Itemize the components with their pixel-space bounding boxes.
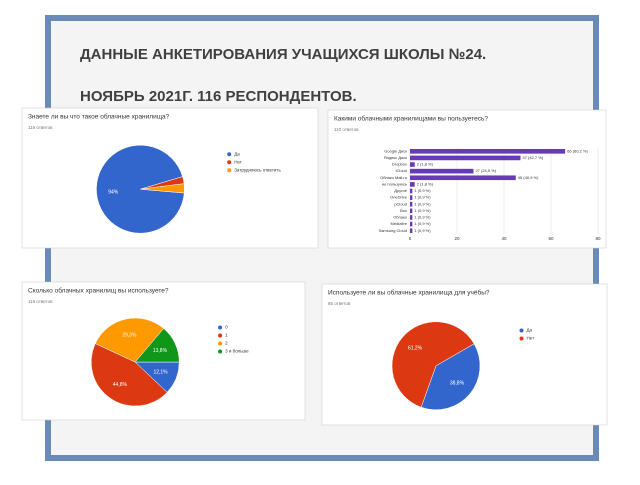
value-label: 66 (60,2 %) (567, 148, 588, 153)
y-tick-label: Google Диск (384, 148, 407, 153)
bar (410, 175, 516, 181)
value-label: 47 (42,7 %) (522, 155, 543, 160)
x-tick-label: 80 (595, 236, 601, 241)
slice-label: 12,1% (153, 369, 168, 375)
chart-title: Знаете ли вы что такое облачные хранилищ… (28, 113, 170, 121)
legend-label: Нет (527, 336, 535, 341)
chart-title: Используете ли вы облачные хранилища для… (328, 289, 490, 297)
x-tick-label: 40 (501, 236, 507, 241)
slide-title: ДАННЫЕ АНКЕТИРОВАНИЯ УЧАЩИХСЯ ШКОЛЫ №24. (80, 46, 486, 63)
pie-slice (134, 328, 180, 363)
y-tick-label: pCloud (394, 201, 407, 206)
legend-label: Да (527, 328, 533, 333)
legend-swatch (218, 341, 223, 346)
legend-swatch (218, 325, 223, 330)
slice-label: 13,8% (153, 348, 168, 354)
legend-swatch (227, 160, 232, 165)
legend-swatch (227, 152, 232, 157)
slice-label: 29,3% (122, 333, 137, 339)
bar (410, 208, 413, 214)
bar (410, 155, 521, 161)
y-tick-label: Облако (393, 215, 408, 220)
bar (410, 215, 413, 220)
value-label: 1 (0,9 %) (414, 215, 431, 220)
pie-slice (420, 343, 481, 411)
bar (410, 148, 566, 154)
legend-label: Нет (234, 159, 242, 164)
pie-slice (91, 343, 168, 407)
y-tick-label: Samsung Cloud (379, 228, 407, 233)
slide-title: НОЯБРЬ 2021Г. 116 РЕСПОНДЕНТОВ. (80, 88, 357, 105)
y-tick-label: Другое (394, 188, 407, 193)
legend-label: Затрудняюсь ответить (234, 167, 281, 172)
y-tick-label: Dropbox (392, 162, 407, 167)
value-label: 2 (1,8 %) (417, 162, 434, 167)
value-label: 45 (40,9 %) (518, 175, 539, 180)
legend-label: 0 (225, 325, 228, 330)
slice-label: 61,2% (408, 346, 423, 352)
legend-label: 1 (225, 333, 228, 338)
legend-swatch (519, 336, 524, 341)
bar (410, 228, 413, 234)
x-tick-label: 20 (454, 236, 460, 241)
value-label: 1 (0,9 %) (414, 201, 431, 206)
slice-label: 44,8% (113, 382, 128, 388)
value-label: 1 (0,9 %) (414, 208, 431, 213)
pie-slice (94, 317, 165, 363)
y-tick-label: Box (400, 208, 407, 213)
bar (410, 188, 413, 194)
bar (410, 168, 474, 174)
chart-subtitle: 85 ответов (328, 301, 351, 306)
pie-slice (391, 321, 475, 408)
pie-slice (140, 183, 185, 194)
bar (410, 201, 413, 207)
legend-swatch (218, 333, 223, 338)
legend-swatch (519, 328, 524, 333)
y-tick-label: Mediafire (391, 221, 408, 226)
pie-slice (96, 145, 185, 234)
y-tick-label: Облако Mail.ru (380, 175, 407, 180)
bar (410, 221, 413, 227)
y-tick-label: OneDrive (390, 195, 408, 200)
chart-title: Сколько облачных хранилищ вы используете… (28, 287, 169, 295)
slice-label: 38,8% (450, 381, 465, 387)
legend-swatch (227, 168, 232, 173)
y-tick-label: не пользуюсь (382, 181, 407, 186)
chart-title: Какими облачными хранилищами вы пользует… (334, 115, 488, 123)
value-label: 1 (0,9 %) (414, 188, 431, 193)
legend-label: 2 (225, 341, 228, 346)
bar (410, 162, 415, 167)
bar (410, 182, 415, 187)
legend-swatch (218, 349, 223, 354)
chart-subtitle: 116 ответов (28, 125, 53, 130)
value-label: 2 (1,8 %) (417, 181, 434, 186)
x-tick-label: 60 (548, 236, 554, 241)
value-label: 1 (0,9 %) (414, 221, 431, 226)
y-tick-label: iCloud (396, 168, 407, 173)
y-tick-label: Яндекс Диск (384, 155, 408, 160)
legend-label: 3 и больше (225, 349, 249, 354)
slice-label: 94% (108, 189, 119, 195)
x-tick-label: 0 (409, 236, 412, 241)
bar (410, 195, 413, 200)
chart-subtitle: 116 ответов (28, 299, 53, 304)
value-label: 1 (0,9 %) (414, 195, 431, 200)
value-label: 1 (0,9 %) (414, 228, 431, 233)
value-label: 27 (24,5 %) (475, 168, 496, 173)
legend-label: Да (234, 151, 240, 156)
chart-subtitle: 110 ответов (334, 127, 359, 132)
